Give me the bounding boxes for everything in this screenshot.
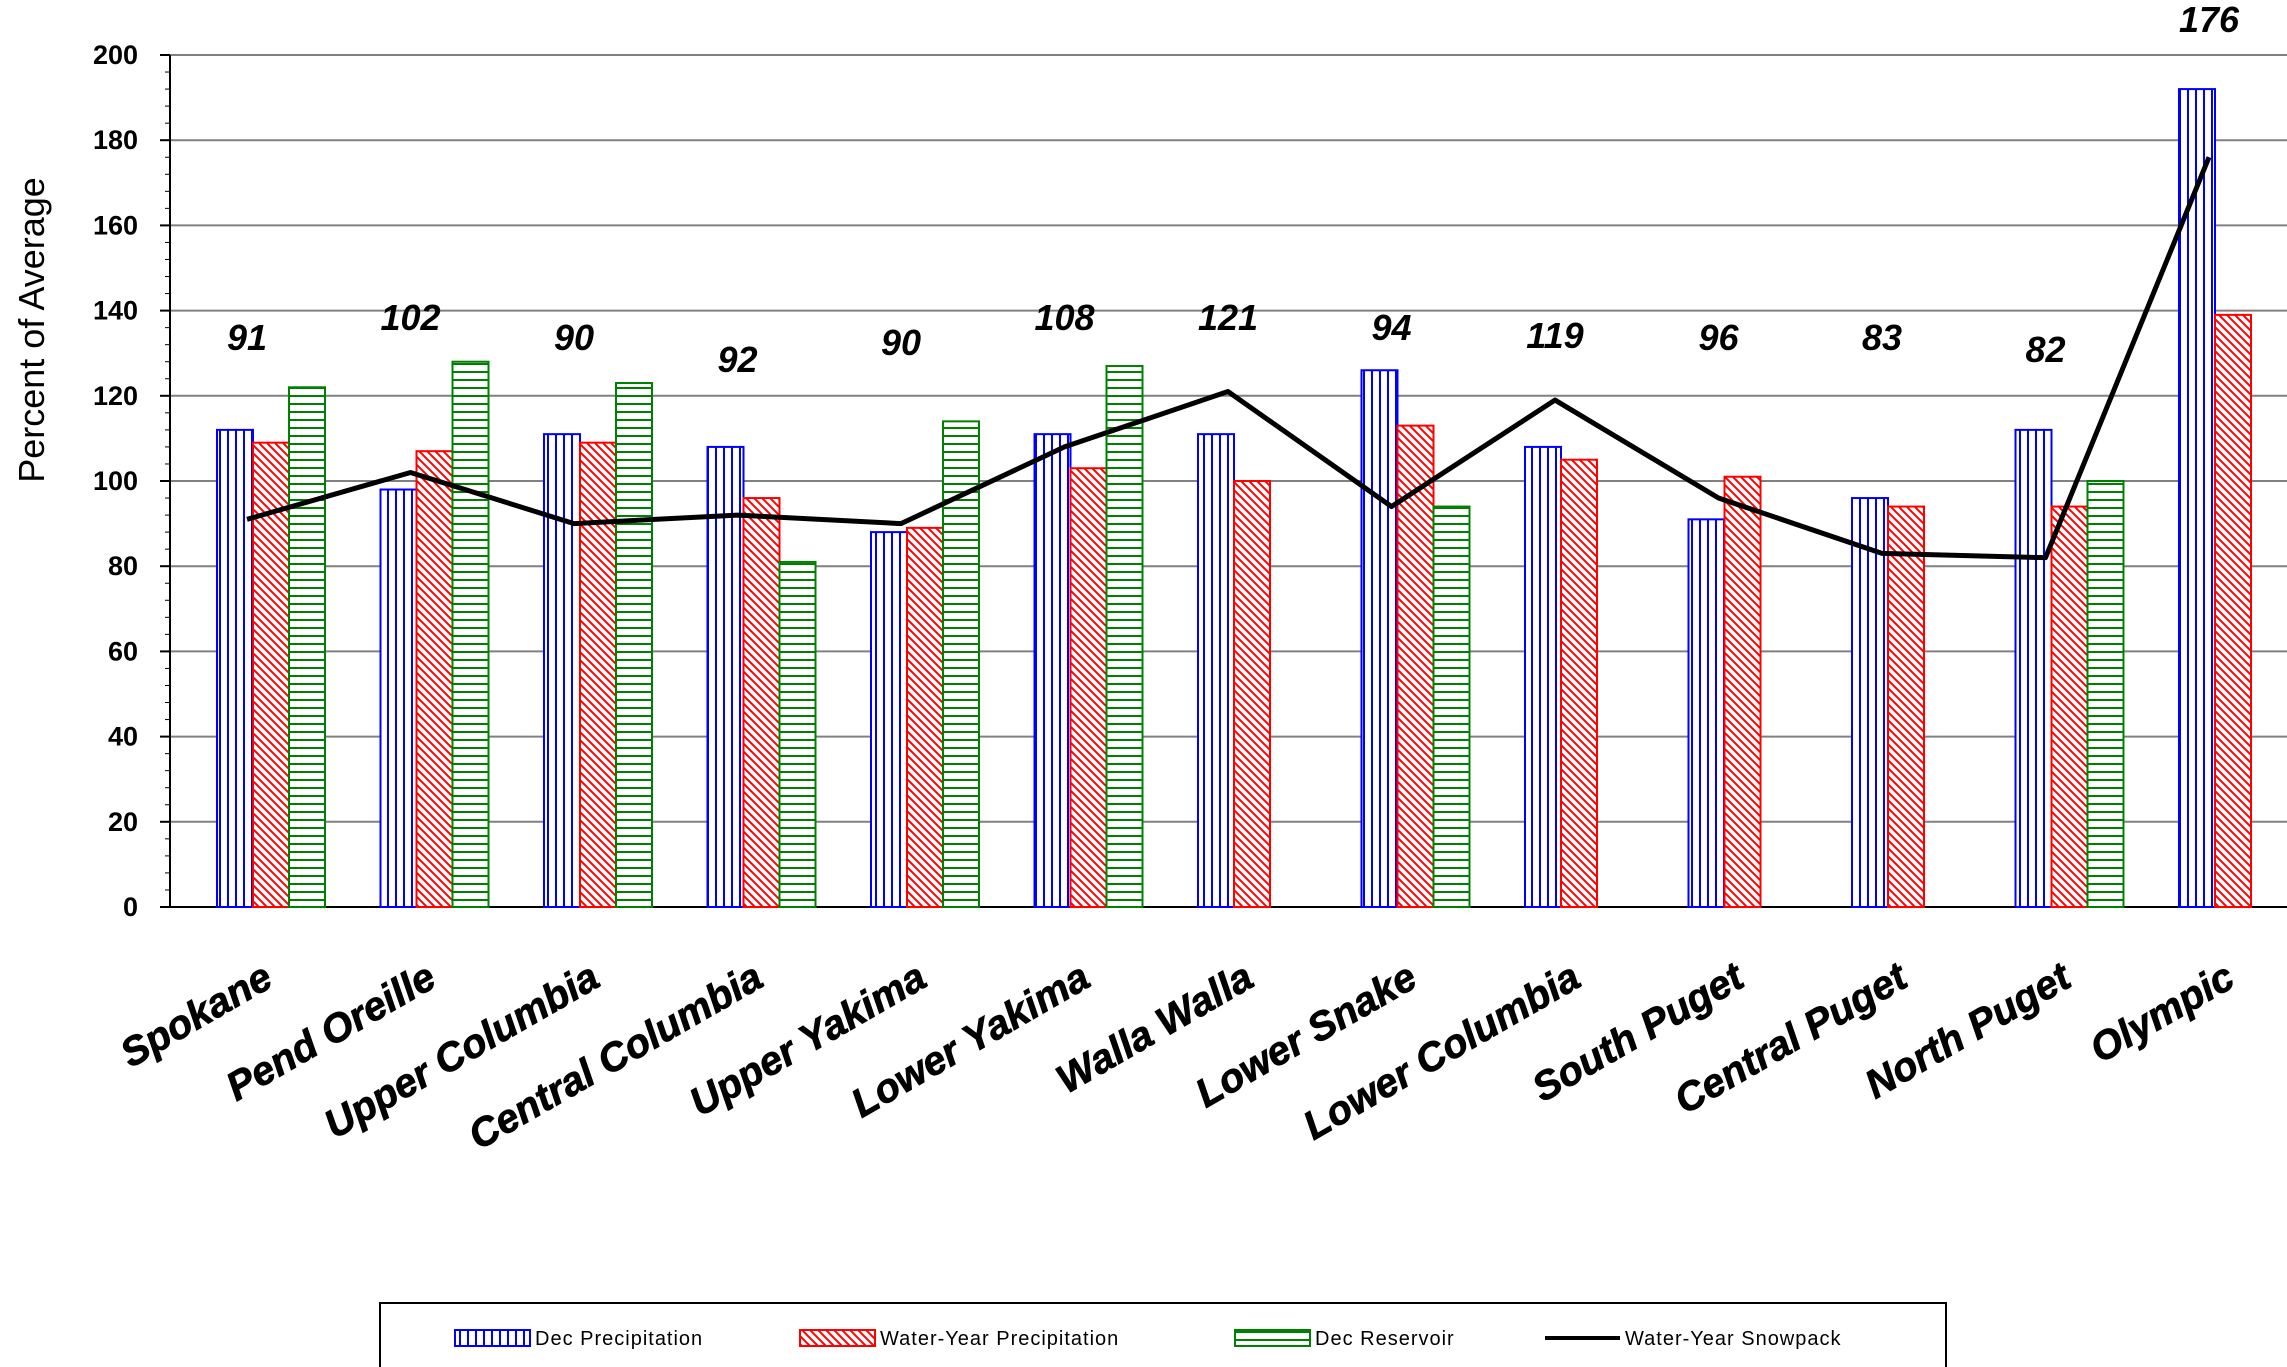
bar-dec-reservoir [615, 382, 653, 908]
bar-dec-precipitation [2014, 428, 2053, 908]
snowpack-data-label: 108 [1034, 297, 1094, 338]
snowpack-data-label: 91 [227, 317, 267, 358]
bar-water-year-precipitation [1560, 458, 1598, 908]
bar-dec-precipitation [379, 488, 418, 908]
y-tick-label: 200 [93, 40, 138, 70]
x-tick-label: Central Columbia [461, 955, 770, 1159]
bar-dec-reservoir [1105, 364, 1144, 909]
bar-water-year-precipitation [252, 441, 290, 908]
bar-dec-precipitation [1851, 497, 1889, 908]
bar-dec-precipitation [216, 428, 254, 908]
snowpack-data-label: 96 [1698, 317, 1739, 358]
bar-water-year-precipitation [2214, 313, 2252, 908]
bar-water-year-precipitation [579, 441, 617, 908]
y-tick-label: 120 [93, 381, 138, 411]
bar-dec-reservoir [451, 360, 490, 909]
bar-dec-reservoir [778, 560, 817, 908]
bar-water-year-precipitation [1069, 467, 1108, 908]
y-tick-label: 160 [93, 210, 138, 240]
x-tick-label: Olympic [2083, 955, 2242, 1072]
y-axis: 0 20 40 60 80 100 120 140 160 180 200 [93, 40, 171, 922]
bar-water-year-precipitation [742, 497, 781, 908]
bar-water-year-precipitation [1233, 480, 1271, 908]
bar-water-year-precipitation [1723, 475, 1762, 908]
legend-swatch-dec-precipitation [454, 1329, 531, 1347]
legend-label: Dec Precipitation [535, 1328, 703, 1350]
y-tick-label: 60 [108, 636, 138, 666]
snowpack-data-label: 121 [1198, 297, 1258, 338]
bar-water-year-precipitation [2050, 505, 2089, 908]
bar-dec-precipitation [1197, 433, 1235, 908]
line-water-year-snowpack [246, 156, 2212, 561]
bar-water-year-precipitation [1887, 505, 1925, 908]
bars [216, 88, 2252, 909]
bar-dec-reservoir [2086, 480, 2125, 908]
snowpack-data-label: 102 [380, 297, 440, 338]
y-tick-label: 80 [108, 551, 138, 581]
x-tick-label: Upper Columbia [317, 955, 607, 1148]
snowpack-data-label: 92 [717, 339, 757, 380]
y-tick-label: 20 [108, 807, 138, 837]
snowpack-data-label: 90 [554, 317, 594, 358]
snowpack-data-labels: 91 102 90 92 90 108 121 94 119 96 83 82 176 [227, 0, 2240, 380]
x-tick-label: Lower Columbia [1296, 955, 1587, 1149]
snowpack-data-label: 119 [1526, 315, 1583, 356]
bar-dec-precipitation [1033, 433, 1072, 908]
legend-swatch-dec-reservoir [1234, 1329, 1311, 1347]
y-tick-label: 0 [123, 892, 138, 922]
bar-water-year-precipitation [415, 450, 454, 908]
bar-dec-reservoir [288, 386, 326, 908]
snowpack-data-label: 83 [1862, 317, 1902, 358]
bar-dec-reservoir [1432, 505, 1471, 908]
snowpack-data-label: 90 [881, 322, 921, 363]
legend-swatch-water-year-precipitation [799, 1329, 876, 1347]
legend-label: Water-Year Precipitation [880, 1328, 1119, 1350]
snowpack-line [246, 156, 2212, 561]
snowpack-data-label: 176 [2179, 0, 2240, 40]
bar-water-year-precipitation [906, 526, 944, 908]
y-tick-label: 140 [93, 296, 138, 326]
bar-dec-precipitation [706, 445, 745, 908]
bar-dec-precipitation [1524, 445, 1562, 908]
y-tick-label: 100 [93, 466, 138, 496]
bar-dec-precipitation [1360, 369, 1399, 908]
snowpack-data-label: 94 [1371, 307, 1411, 348]
bar-dec-precipitation [543, 433, 581, 908]
y-tick-label: 40 [108, 722, 138, 752]
legend-label: Dec Reservoir [1315, 1328, 1455, 1350]
y-tick-label: 180 [93, 125, 138, 155]
legend-label: Water-Year Snowpack [1625, 1328, 1842, 1350]
y-axis-label: Percent of Average [11, 177, 52, 483]
snowpack-data-label: 82 [2025, 329, 2065, 370]
bar-dec-precipitation [870, 531, 908, 908]
legend: Dec Precipitation Water-Year Precipitatio… [379, 1302, 1947, 1367]
bar-dec-precipitation [1687, 518, 1726, 909]
